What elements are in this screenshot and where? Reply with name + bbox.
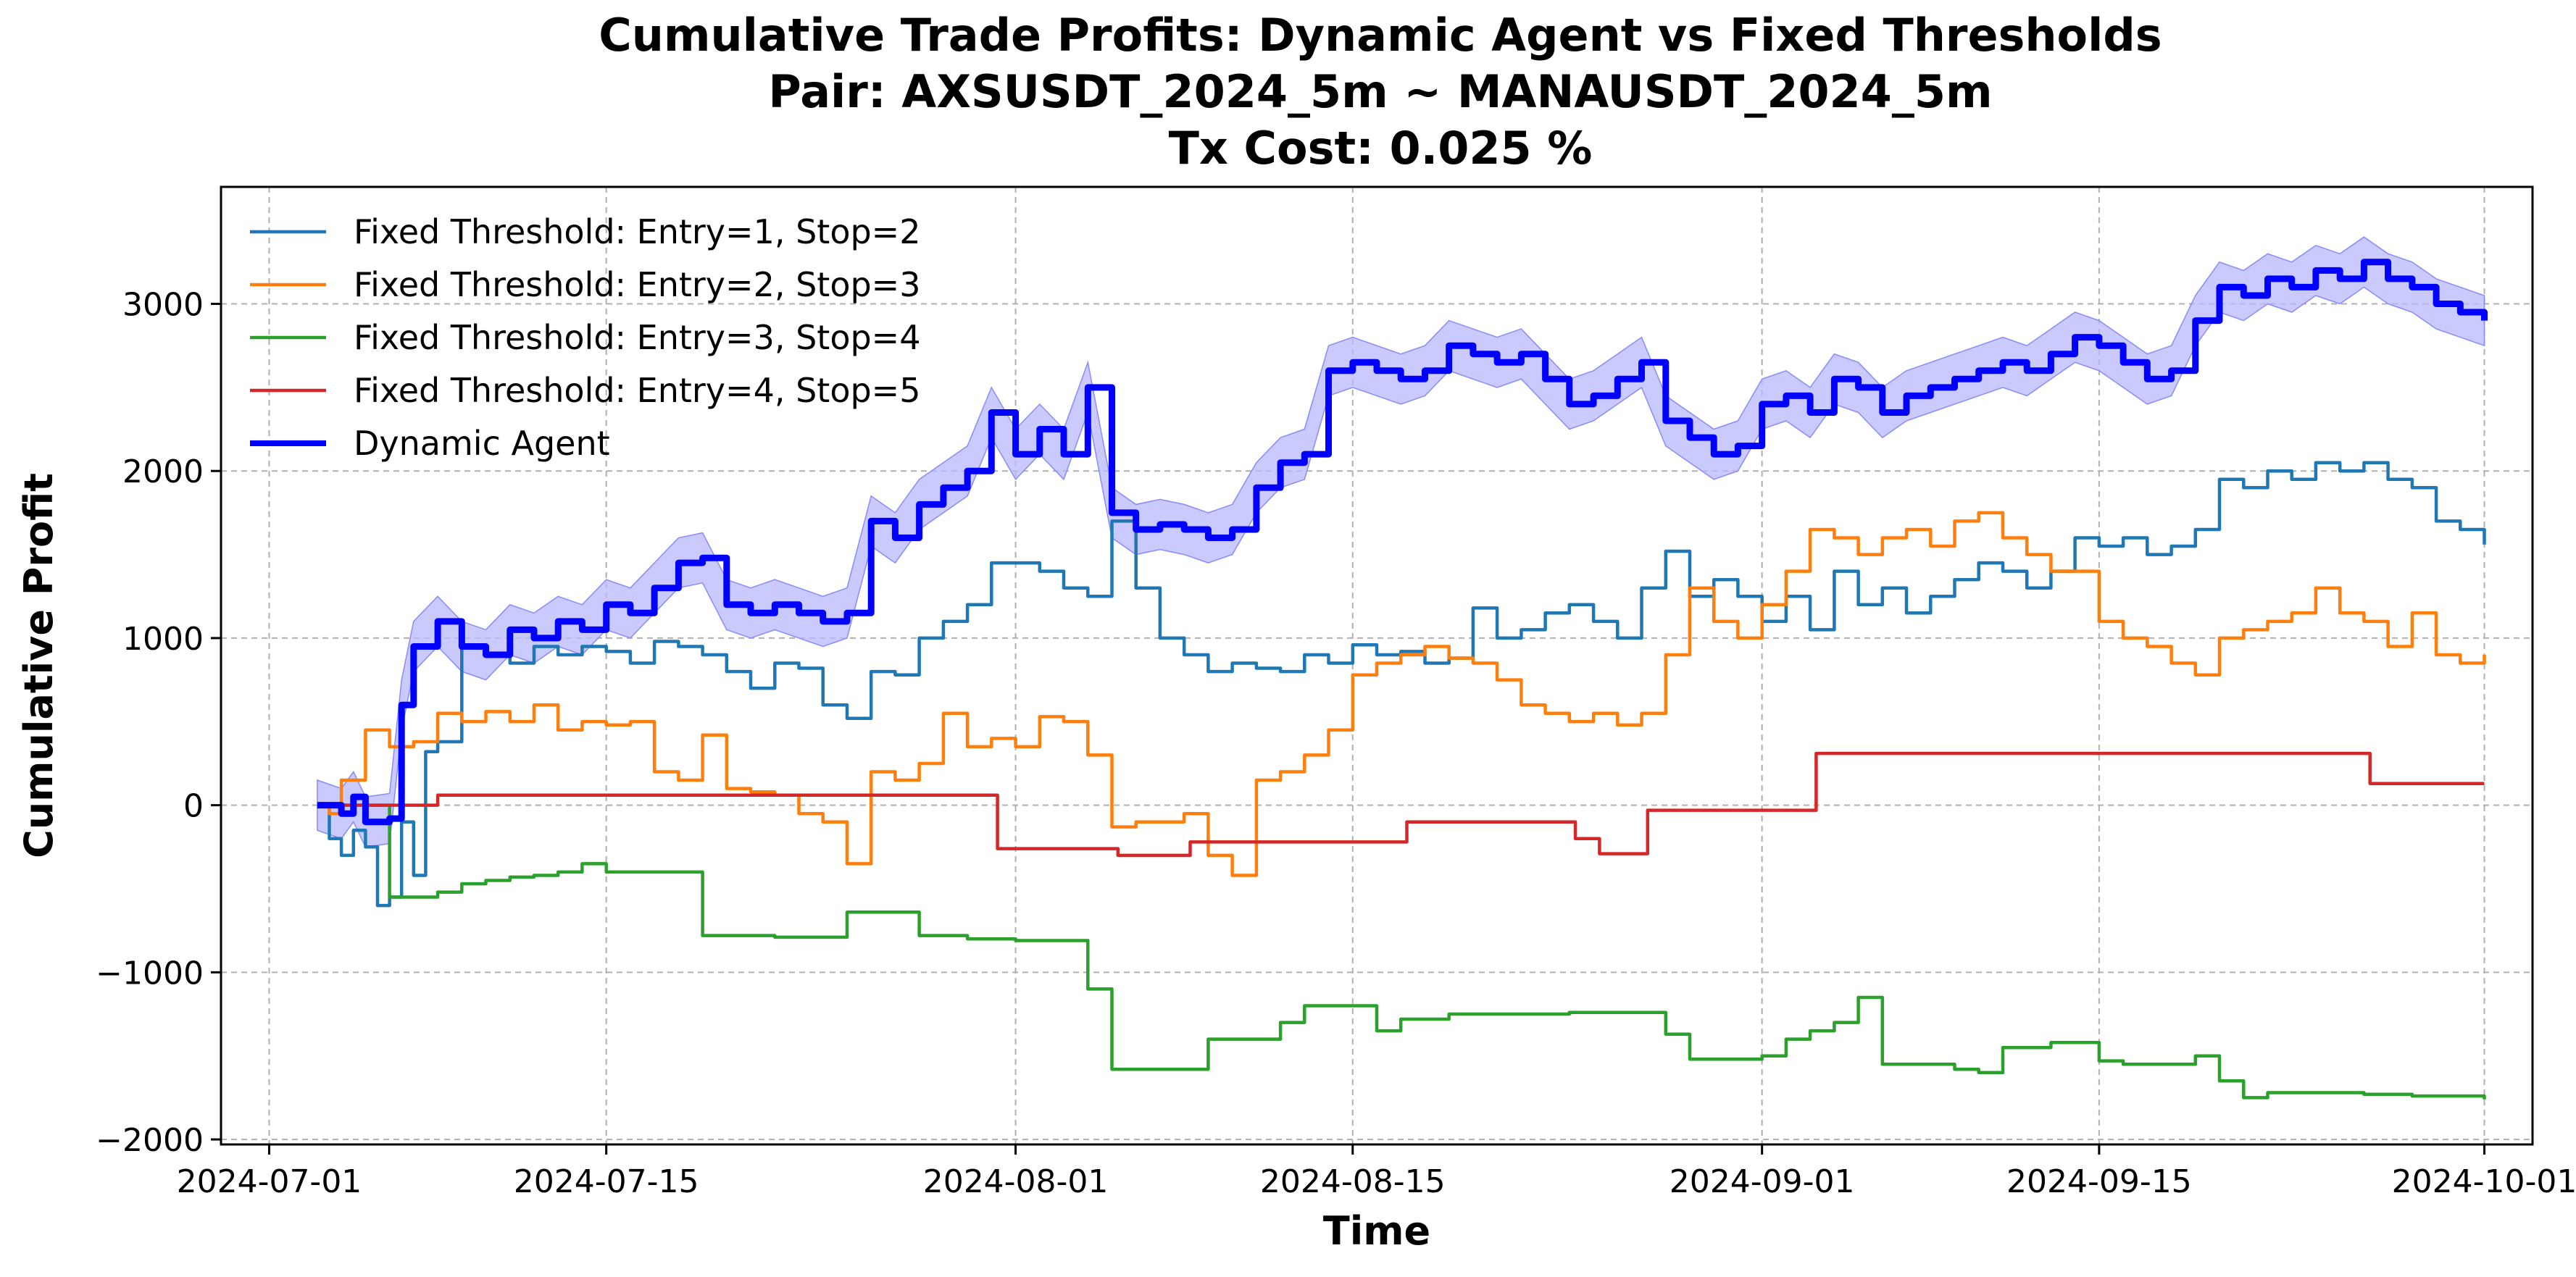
series-line-fixed-threshold-entry-3-stop-4 xyxy=(317,803,2486,1100)
axis-ticks: 2024-07-01 2024-07-15 2024-08-01 2024-08-15… xyxy=(96,287,2576,1200)
y-tick-label: 0 xyxy=(183,788,204,825)
x-tick-label: 2024-08-15 xyxy=(1260,1163,1446,1200)
x-axis-label: Time xyxy=(1323,1208,1430,1254)
chart-title-line-2: Pair: AXSUSDT_2024_5m ~ MANAUSDT_2024_5m xyxy=(768,65,1992,118)
x-tick-label: 2024-07-15 xyxy=(514,1163,699,1200)
legend-label: Fixed Threshold: Entry=3, Stop=4 xyxy=(354,318,920,357)
x-tick-label: 2024-10-01 xyxy=(2392,1163,2576,1200)
y-tick-label: 3000 xyxy=(122,287,204,324)
series-line-fixed-threshold-entry-4-stop-5 xyxy=(317,751,2485,858)
legend-label: Dynamic Agent xyxy=(354,424,610,463)
chart-title: Cumulative Trade Profits: Dynamic Agent … xyxy=(599,9,2162,175)
legend-label: Fixed Threshold: Entry=1, Stop=2 xyxy=(354,212,920,251)
plot-frame xyxy=(220,185,2534,1146)
series-lines xyxy=(317,259,2488,1100)
series-line-fixed-threshold-entry-2-stop-3 xyxy=(317,511,2486,877)
x-tick-label: 2024-07-01 xyxy=(177,1163,362,1200)
x-tick-label: 2024-08-01 xyxy=(923,1163,1109,1200)
x-tick-label: 2024-09-15 xyxy=(2006,1163,2192,1200)
y-tick-label: 2000 xyxy=(122,453,204,490)
chart-title-line-1: Cumulative Trade Profits: Dynamic Agent … xyxy=(599,9,2162,62)
y-tick-label: 1000 xyxy=(122,621,204,658)
legend: Fixed Threshold: Entry=1, Stop=2 Fixed Th… xyxy=(250,212,920,463)
legend-label: Fixed Threshold: Entry=4, Stop=5 xyxy=(354,371,920,410)
y-tick-label: −2000 xyxy=(96,1122,204,1159)
chart-title-line-3: Tx Cost: 0.025 % xyxy=(1169,122,1593,175)
y-axis-label: Cumulative Profit xyxy=(16,473,62,858)
grid xyxy=(221,187,2533,1144)
series-line-dynamic-agent xyxy=(317,259,2488,826)
series-line-fixed-threshold-entry-1-stop-2 xyxy=(317,461,2486,908)
x-tick-label: 2024-09-01 xyxy=(1670,1163,1855,1200)
y-tick-label: −1000 xyxy=(96,955,204,992)
legend-label: Fixed Threshold: Entry=2, Stop=3 xyxy=(354,265,920,304)
